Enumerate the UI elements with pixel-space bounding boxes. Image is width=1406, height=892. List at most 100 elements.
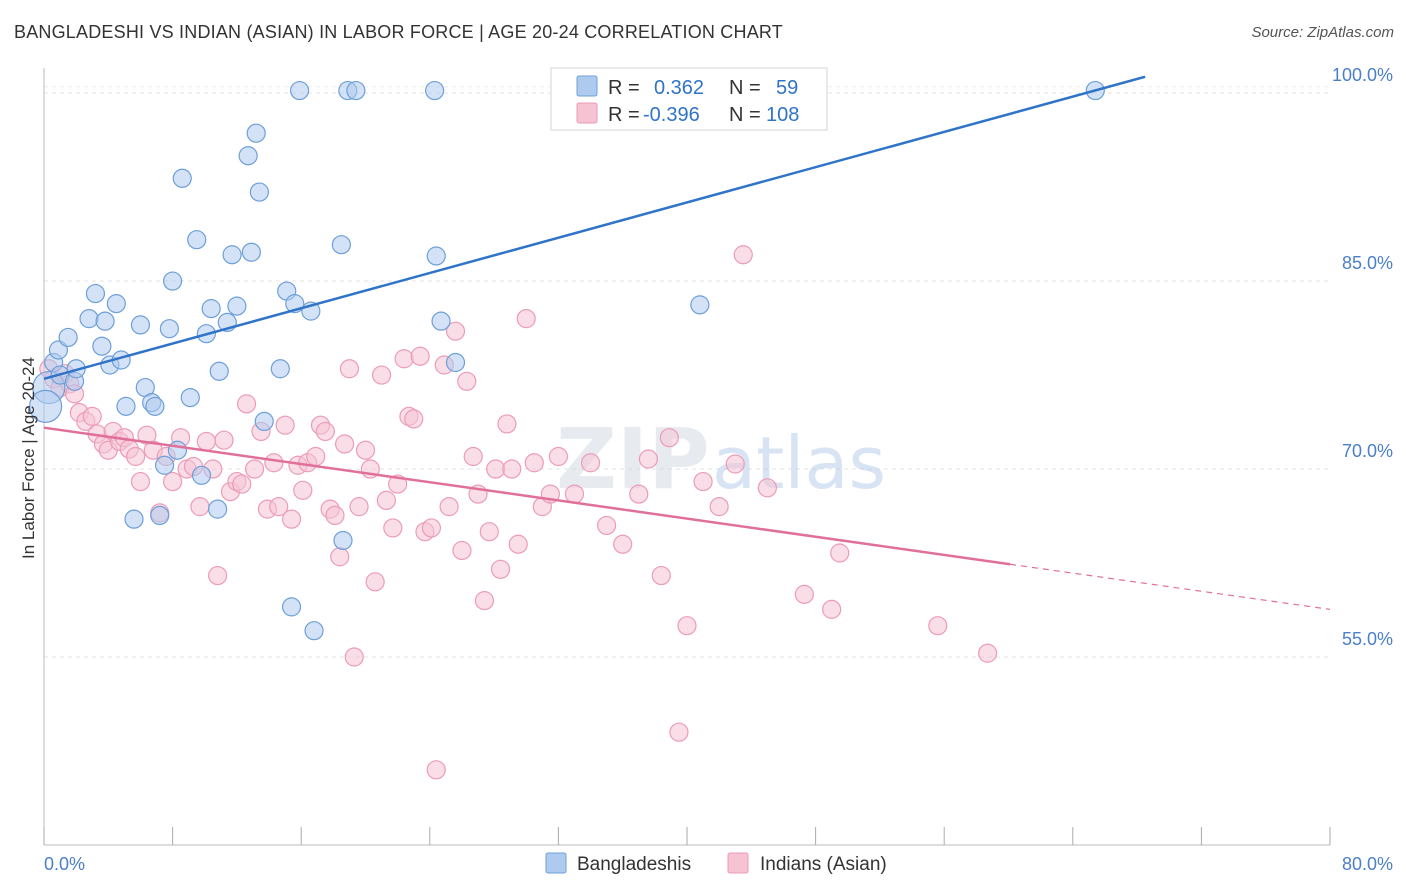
data-point — [822, 599, 842, 619]
data-point — [516, 309, 536, 329]
data-point — [275, 415, 295, 435]
data-point — [130, 471, 151, 492]
data-point — [201, 299, 221, 319]
grid — [44, 86, 1330, 658]
data-point — [238, 146, 258, 166]
data-point — [82, 406, 102, 426]
data-point — [58, 327, 78, 348]
watermark: ZIP atlas — [556, 410, 886, 508]
y-tick-label: 70.0% — [1342, 441, 1393, 461]
data-point — [330, 547, 350, 567]
data-point — [241, 242, 261, 262]
data-point — [497, 414, 517, 434]
data-point — [254, 411, 274, 432]
source-label: Source: ZipAtlas.com — [1251, 24, 1394, 41]
data-point — [794, 584, 814, 604]
data-point — [597, 515, 617, 536]
legend-r-label-pink: R = — [608, 104, 640, 126]
data-point — [659, 428, 679, 448]
x-tick-label: 80.0% — [1342, 854, 1393, 874]
data-point — [410, 346, 430, 366]
trend-lines — [43, 75, 1331, 610]
data-point — [325, 505, 345, 526]
data-point — [150, 505, 170, 526]
data-point — [281, 597, 302, 617]
data-point — [629, 484, 649, 504]
data-point — [163, 471, 183, 492]
data-point — [335, 434, 355, 454]
data-point — [214, 430, 234, 450]
bottom-legend-label-pink: Indians (Asian) — [760, 854, 887, 875]
trend-line-indians-asian-extension — [1010, 563, 1331, 610]
data-point — [452, 540, 472, 561]
data-point — [209, 361, 229, 381]
data-point — [365, 572, 385, 592]
data-point — [208, 499, 228, 519]
data-point — [733, 245, 753, 265]
data-point — [580, 453, 601, 473]
legend-swatch-blue — [576, 75, 598, 97]
data-point — [508, 534, 528, 554]
y-axis-title: In Labor Force | Age 20-24 — [19, 357, 38, 559]
data-point — [130, 315, 151, 335]
data-point — [394, 349, 414, 369]
data-point — [344, 647, 364, 667]
y-tick-label: 85.0% — [1342, 253, 1393, 273]
data-point — [426, 760, 446, 780]
legend-r-label-blue: R = — [608, 77, 640, 99]
data-point — [677, 616, 697, 636]
data-point — [249, 182, 270, 202]
data-point — [222, 245, 242, 265]
data-point — [830, 543, 850, 563]
data-point — [232, 474, 252, 494]
data-point — [376, 490, 396, 510]
data-point — [167, 440, 188, 460]
data-point — [474, 591, 495, 611]
data-point — [479, 522, 499, 542]
data-point — [346, 80, 366, 101]
data-point — [564, 484, 585, 504]
data-point — [29, 389, 63, 423]
data-point — [638, 449, 659, 469]
data-point — [651, 565, 671, 586]
y-tick-label: 100.0% — [1332, 65, 1393, 85]
data-point — [163, 271, 183, 291]
data-point — [613, 534, 633, 554]
legend-n-value-blue: 59 — [776, 77, 798, 99]
data-point — [208, 565, 228, 586]
data-point — [490, 559, 511, 579]
data-point — [757, 478, 777, 498]
data-point — [355, 440, 376, 460]
data-point — [457, 371, 477, 391]
data-point — [404, 409, 424, 429]
data-point — [159, 319, 179, 339]
data-point — [421, 518, 442, 538]
trend-line-bangladeshis — [43, 75, 1146, 381]
data-point — [425, 80, 445, 101]
data-point — [106, 294, 126, 314]
data-point — [426, 246, 446, 266]
data-point — [306, 446, 326, 467]
legend: R = 0.362 N = 59 R = -0.396 N = 108 — [550, 67, 828, 131]
data-point — [244, 459, 265, 479]
data-point — [270, 359, 290, 379]
data-point — [293, 480, 313, 500]
data-point — [439, 497, 459, 517]
data-point — [281, 509, 302, 529]
data-point — [180, 387, 200, 408]
tick-labels: 55.0% 70.0% 85.0% 100.0% 0.0% 80.0% — [44, 65, 1393, 874]
data-point — [725, 454, 745, 474]
data-point — [669, 722, 689, 742]
data-point — [190, 497, 210, 517]
data-point — [548, 446, 569, 467]
trend-line-indians-asian — [43, 426, 1011, 566]
data-point — [524, 453, 544, 473]
axes — [43, 68, 1331, 846]
data-point — [187, 230, 207, 250]
data-point — [928, 616, 948, 636]
data-point — [690, 295, 710, 315]
data-point — [289, 80, 310, 101]
data-point — [196, 431, 216, 452]
data-point — [383, 518, 403, 538]
